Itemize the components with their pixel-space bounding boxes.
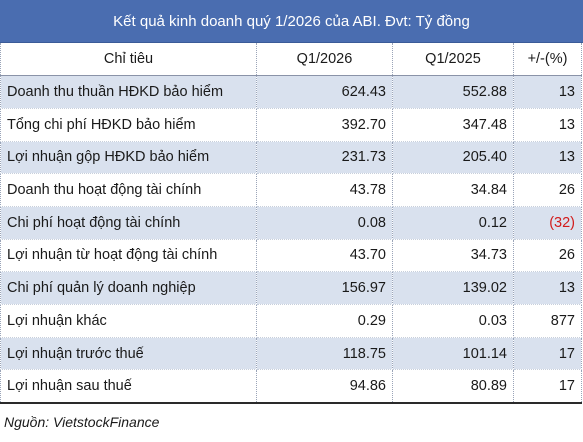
row-change: 17 xyxy=(513,369,582,404)
row-q1-2026: 231.73 xyxy=(256,141,393,175)
row-change: 26 xyxy=(513,239,582,273)
row-change: 877 xyxy=(513,304,582,338)
results-table: Chỉ tiêu Q1/2026 Q1/2025 +/-(%) Doanh th… xyxy=(0,43,582,404)
row-change: 13 xyxy=(513,141,582,175)
row-q1-2025: 139.02 xyxy=(392,271,514,305)
row-q1-2025: 0.12 xyxy=(392,206,514,240)
table-row: Lợi nhuận gộp HĐKD bảo hiểm 231.73 205.4… xyxy=(0,141,582,175)
row-q1-2025: 34.73 xyxy=(392,239,514,273)
row-label: Chi phí quản lý doanh nghiệp xyxy=(0,271,257,305)
row-label: Lợi nhuận từ hoạt động tài chính xyxy=(0,239,257,273)
row-q1-2025: 552.88 xyxy=(392,75,514,109)
row-q1-2026: 94.86 xyxy=(256,369,393,404)
table-row: Chi phí quản lý doanh nghiệp 156.97 139.… xyxy=(0,271,582,305)
row-q1-2026: 156.97 xyxy=(256,271,393,305)
row-change: 17 xyxy=(513,337,582,371)
row-label: Tổng chi phí HĐKD bảo hiểm xyxy=(0,108,257,142)
row-label: Lợi nhuận khác xyxy=(0,304,257,338)
table-row: Lợi nhuận khác 0.29 0.03 877 xyxy=(0,304,582,338)
row-change: 13 xyxy=(513,75,582,109)
row-label: Lợi nhuận sau thuế xyxy=(0,369,257,404)
row-q1-2025: 205.40 xyxy=(392,141,514,175)
header-q1-2026: Q1/2026 xyxy=(256,43,393,77)
row-q1-2025: 347.48 xyxy=(392,108,514,142)
row-change-negative: (32) xyxy=(513,206,582,240)
header-change-pct: +/-(%) xyxy=(513,43,582,77)
table-title: Kết quả kinh doanh quý 1/2026 của ABI. Đ… xyxy=(0,0,583,43)
table-row: Tổng chi phí HĐKD bảo hiểm 392.70 347.48… xyxy=(0,108,582,142)
table-row: Lợi nhuận sau thuế 94.86 80.89 17 xyxy=(0,369,582,404)
row-label: Lợi nhuận trước thuế xyxy=(0,337,257,371)
header-row: Chỉ tiêu Q1/2026 Q1/2025 +/-(%) xyxy=(0,43,582,77)
row-label: Chi phí hoạt động tài chính xyxy=(0,206,257,240)
row-change: 26 xyxy=(513,173,582,207)
header-q1-2025: Q1/2025 xyxy=(392,43,514,77)
header-indicator: Chỉ tiêu xyxy=(0,43,257,77)
row-q1-2025: 101.14 xyxy=(392,337,514,371)
row-q1-2026: 43.70 xyxy=(256,239,393,273)
table-row: Lợi nhuận trước thuế 118.75 101.14 17 xyxy=(0,337,582,371)
row-q1-2026: 392.70 xyxy=(256,108,393,142)
row-q1-2025: 34.84 xyxy=(392,173,514,207)
row-q1-2026: 118.75 xyxy=(256,337,393,371)
row-label: Doanh thu hoạt động tài chính xyxy=(0,173,257,207)
table-row: Lợi nhuận từ hoạt động tài chính 43.70 3… xyxy=(0,239,582,273)
table-row: Doanh thu hoạt động tài chính 43.78 34.8… xyxy=(0,173,582,207)
row-q1-2026: 0.08 xyxy=(256,206,393,240)
table-row: Chi phí hoạt động tài chính 0.08 0.12 (3… xyxy=(0,206,582,240)
row-q1-2026: 43.78 xyxy=(256,173,393,207)
row-q1-2026: 0.29 xyxy=(256,304,393,338)
row-change: 13 xyxy=(513,271,582,305)
row-label: Doanh thu thuần HĐKD bảo hiểm xyxy=(0,75,257,109)
row-q1-2025: 80.89 xyxy=(392,369,514,404)
source-note: Nguồn: VietstockFinance xyxy=(4,414,160,430)
row-q1-2025: 0.03 xyxy=(392,304,514,338)
row-label: Lợi nhuận gộp HĐKD bảo hiểm xyxy=(0,141,257,175)
table-row: Doanh thu thuần HĐKD bảo hiểm 624.43 552… xyxy=(0,75,582,109)
row-change: 13 xyxy=(513,108,582,142)
row-q1-2026: 624.43 xyxy=(256,75,393,109)
